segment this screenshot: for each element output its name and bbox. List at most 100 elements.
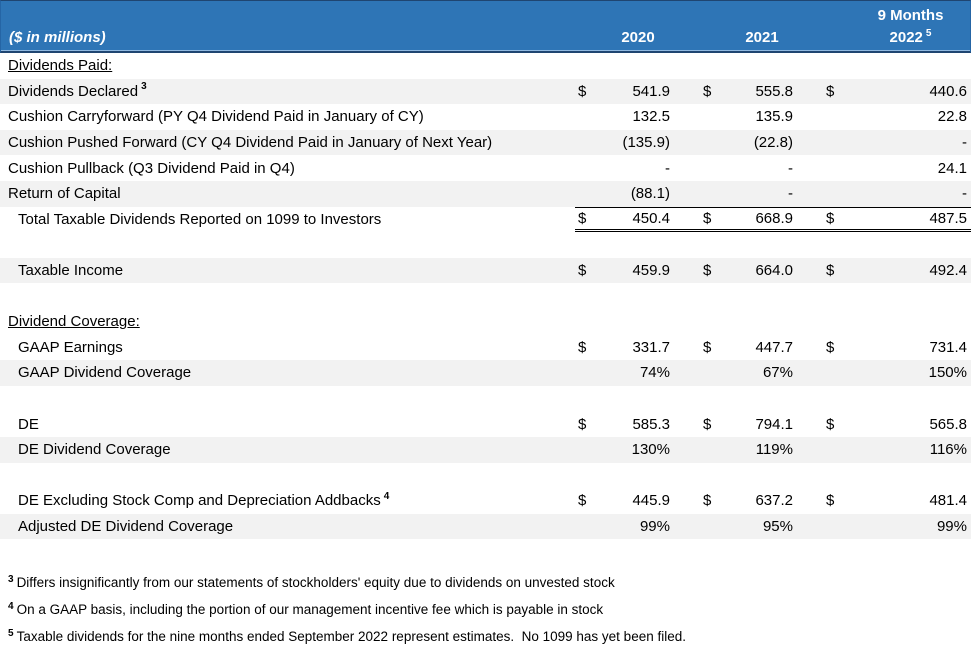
value-2020: 130% [631,441,670,459]
footnote-4: 4 On a GAAP basis, including the portion … [8,600,604,618]
currency-symbol: $ [826,209,835,227]
table-row-de: DE $585.3 $794.1 $565.8 [0,411,971,437]
value-2021: 447.7 [755,338,793,356]
spacer-row [0,386,971,412]
value-2021: 555.8 [755,82,793,100]
value-2022: 487.5 [929,209,967,227]
footnotes: 3 Differs insignificantly from our statem… [0,539,971,646]
column-header-2022: 2022 5 [889,28,932,47]
value-2020: 585.3 [632,415,670,433]
value-2020: 541.9 [632,82,670,100]
row-label: Return of Capital [8,185,121,203]
value-2021: - [788,159,793,177]
value-2022: - [962,134,967,152]
row-label: DE [18,415,39,433]
row-label: Taxable Income [18,262,124,280]
value-2021: (22.8) [753,134,793,152]
value-2021: 637.2 [755,492,793,510]
value-2021: 119% [755,441,793,459]
section-row-dividends-paid: Dividends Paid: [0,53,971,79]
value-2020: (88.1) [630,185,670,203]
currency-symbol: $ [703,262,712,280]
currency-symbol: $ [578,262,587,280]
row-label: DE Dividend Coverage [18,441,171,459]
row-label: Adjusted DE Dividend Coverage [18,517,234,535]
value-2022: 22.8 [937,108,967,126]
currency-symbol: $ [826,415,835,433]
value-2022: 481.4 [929,492,967,510]
footnote-marker-5: 5 [8,627,14,639]
period-headers: 9 Months 2020 2021 2022 5 [576,1,972,51]
value-2022: 731.4 [929,338,967,356]
row-label: Cushion Pushed Forward (CY Q4 Dividend P… [8,134,493,152]
currency-symbol: $ [578,492,587,510]
currency-symbol: $ [703,492,712,510]
value-2020: (135.9) [622,134,670,152]
row-label: GAAP Earnings [18,338,123,356]
value-2022: - [962,185,967,203]
column-header-9-months: 9 Months [877,7,944,24]
section-label: Dividends Paid: [8,57,113,75]
currency-symbol: $ [578,415,587,433]
value-2021: 668.9 [755,209,793,227]
table-row-de-excluding-addbacks: DE Excluding Stock Comp and Depreciation… [0,488,971,514]
table-row-gaap-earnings: GAAP Earnings $331.7 $447.7 $731.4 [0,335,971,361]
table-row-cushion-pullback: Cushion Pullback (Q3 Dividend Paid in Q4… [0,155,971,181]
currency-symbol: $ [578,338,587,356]
currency-symbol: $ [826,262,835,280]
table-row-total-taxable-dividends: Total Taxable Dividends Reported on 1099… [0,206,971,233]
spacer-row [0,463,971,489]
value-2020: 450.4 [632,209,670,227]
table-row-cushion-pushed-forward: Cushion Pushed Forward (CY Q4 Dividend P… [0,129,971,156]
value-2022: 150% [928,364,967,382]
column-header-2021: 2021 [745,29,779,46]
value-2021: 135.9 [755,108,793,126]
currency-symbol: $ [826,338,835,356]
value-2020: 445.9 [632,492,670,510]
value-2021: 95% [762,517,793,535]
currency-symbol: $ [826,492,835,510]
value-2022: 565.8 [929,415,967,433]
footnote-marker-3: 3 [8,573,14,585]
value-2022: 440.6 [929,82,967,100]
value-2022: 99% [936,517,967,535]
currency-symbol: $ [826,82,835,100]
currency-symbol: $ [578,82,587,100]
footnote-5: 5 Taxable dividends for the nine months e… [8,627,686,645]
table-row-return-of-capital: Return of Capital (88.1) - - [0,180,971,207]
row-label: Cushion Carryforward (PY Q4 Dividend Pai… [8,108,424,126]
table-header: ($ in millions) 9 Months 2020 2021 2022 5 [0,0,971,53]
row-label: Dividends Declared 3 [8,81,147,100]
value-2020: 331.7 [632,338,670,356]
row-label: Cushion Pullback (Q3 Dividend Paid in Q4… [8,159,295,177]
table-row-dividends-declared: Dividends Declared 3 $541.9 $555.8 $440.6 [0,78,971,105]
value-2022: 116% [929,441,967,459]
units-label: ($ in millions) [9,29,106,46]
value-2021: 794.1 [755,415,793,433]
value-2020: 132.5 [632,108,670,126]
value-2022: 492.4 [929,262,967,280]
footnote-marker-4: 4 [8,600,14,612]
row-label: Total Taxable Dividends Reported on 1099… [18,210,382,228]
table-row-adjusted-de-dividend-coverage: Adjusted DE Dividend Coverage 99% 95% 99… [0,513,971,540]
value-2021: - [788,185,793,203]
value-2020: 99% [639,517,670,535]
table-row-de-dividend-coverage: DE Dividend Coverage 130% 119% 116% [0,436,971,463]
currency-symbol: $ [578,209,587,227]
value-2020: - [665,159,670,177]
spacer-row [0,232,971,258]
value-2022: 24.1 [937,159,967,177]
value-2021: 67% [762,364,793,382]
currency-symbol: $ [703,415,712,433]
table-row-taxable-income: Taxable Income $459.9 $664.0 $492.4 [0,257,971,284]
footnote-3: 3 Differs insignificantly from our statem… [8,573,615,591]
footnote-ref-5: 5 [925,28,932,39]
spacer-row [0,283,971,309]
currency-symbol: $ [703,338,712,356]
currency-symbol: $ [703,82,712,100]
value-2021: 664.0 [755,262,793,280]
row-label: GAAP Dividend Coverage [18,364,192,382]
column-header-2020: 2020 [621,29,655,46]
value-2020: 459.9 [632,262,670,280]
